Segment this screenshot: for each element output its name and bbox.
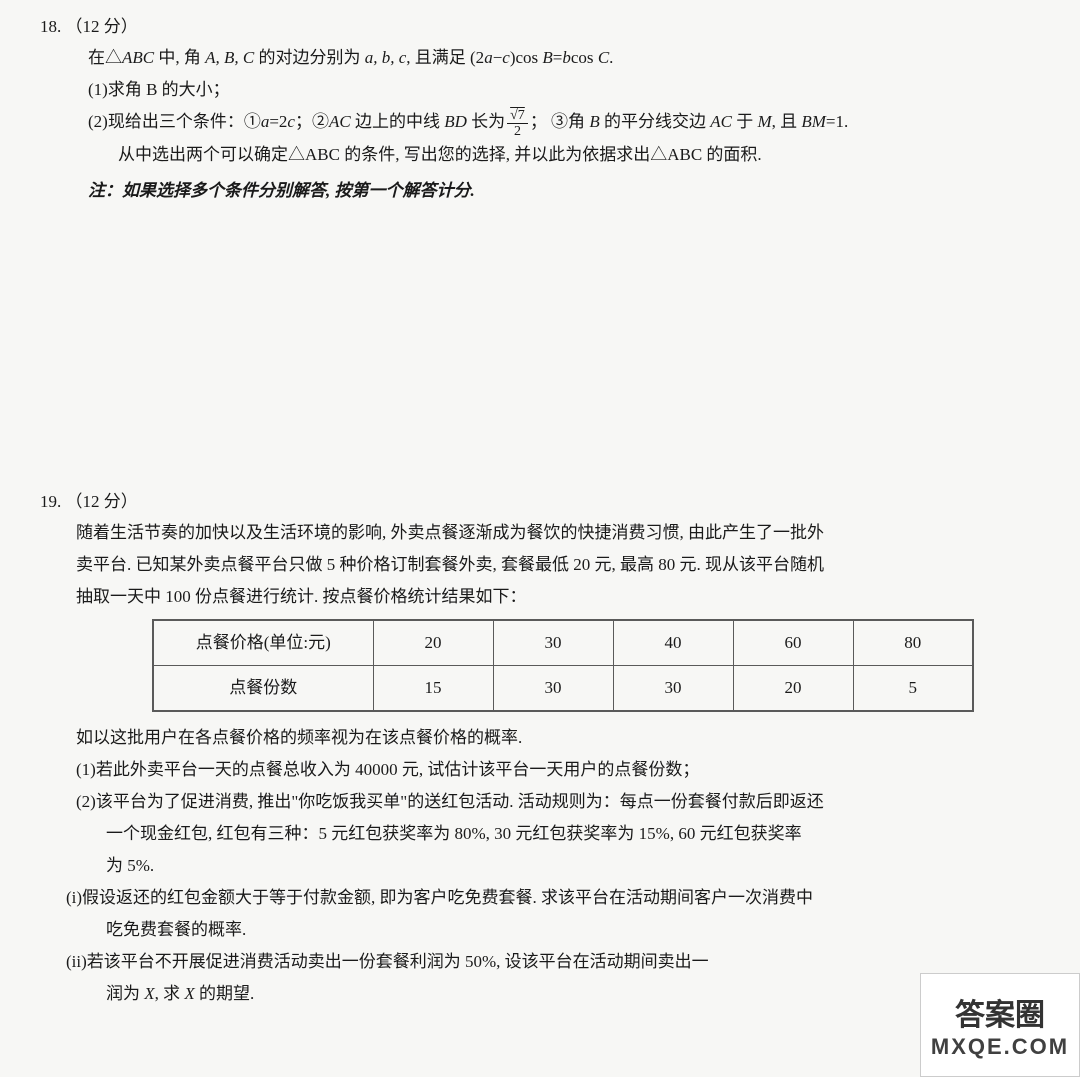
p18-part2-line2: 从中选出两个可以确定△ABC 的条件, 写出您的选择, 并以此为依据求出△ABC…	[88, 139, 1050, 171]
text: ；②	[295, 112, 329, 131]
text: 中, 角	[154, 48, 205, 67]
text: =1.	[826, 112, 848, 131]
denominator: 2	[507, 124, 528, 139]
text: , 求	[155, 984, 185, 1003]
row1-label: 点餐价格(单位:元)	[153, 620, 373, 666]
text: 在△	[88, 48, 122, 67]
p19-sub-ii-a: (ii)若该平台不开展促进消费活动卖出一份套餐利润为 50%, 设该平台在活动期…	[66, 946, 1050, 978]
text: 的对边分别为	[254, 48, 365, 67]
watermark-line2: MXQE.COM	[931, 1034, 1069, 1060]
problem-number: 19.	[40, 492, 61, 511]
p19-sub-ii-b: 润为 X, 求 X 的期望.	[76, 978, 1050, 1010]
text: 于	[732, 112, 758, 131]
var-C: C	[598, 48, 609, 67]
watermark-badge: 答案圈 MXQE.COM	[920, 973, 1080, 1077]
text: 长为	[467, 112, 505, 131]
problem-19-body: 随着生活节奏的加快以及生活环境的影响, 外卖点餐逐渐成为餐饮的快捷消费习惯, 由…	[40, 517, 1050, 1010]
fraction-sqrt7-2: √72	[507, 108, 528, 139]
table-cell: 20	[733, 665, 853, 711]
table-row: 点餐份数 15 30 30 20 5	[153, 665, 973, 711]
p19-part2b: 一个现金红包, 红包有三种：5 元红包获奖率为 80%, 30 元红包获奖率为 …	[76, 818, 1050, 850]
var-a: a	[484, 48, 493, 67]
numerator: √7	[507, 108, 528, 124]
table-cell: 30	[493, 620, 613, 666]
exam-page: 18. （12 分） 在△ABC 中, 角 A, B, C 的对边分别为 a, …	[0, 0, 1080, 1060]
problem-18-header: 18. （12 分）	[40, 12, 1050, 42]
var-sides: a, b, c	[365, 48, 407, 67]
text: −	[493, 48, 503, 67]
blank-space	[40, 227, 1050, 487]
p18-line1: 在△ABC 中, 角 A, B, C 的对边分别为 a, b, c, 且满足 (…	[88, 42, 1050, 74]
p19-intro3: 抽取一天中 100 份点餐进行统计. 按点餐价格统计结果如下：	[76, 581, 1050, 613]
p19-part2c: 为 5%.	[76, 850, 1050, 882]
var-b: b	[562, 48, 571, 67]
table-cell: 30	[493, 665, 613, 711]
text: =2	[269, 112, 287, 131]
text: 的期望.	[195, 984, 255, 1003]
var-BM: BM	[801, 112, 826, 131]
table-cell: 20	[373, 620, 493, 666]
problem-19: 19. （12 分） 随着生活节奏的加快以及生活环境的影响, 外卖点餐逐渐成为餐…	[40, 487, 1050, 1010]
table-cell: 5	[853, 665, 973, 711]
var-c: c	[502, 48, 510, 67]
var-B: B	[589, 112, 599, 131]
table-cell: 15	[373, 665, 493, 711]
var-X: X	[184, 984, 194, 1003]
var-B: B	[542, 48, 552, 67]
text: .	[609, 48, 613, 67]
table-row: 点餐价格(单位:元) 20 30 40 60 80	[153, 620, 973, 666]
p18-note: 注：如果选择多个条件分别解答, 按第一个解答计分.	[88, 175, 1050, 207]
var-M: M	[757, 112, 771, 131]
p19-part2a: (2)该平台为了促进消费, 推出"你吃饭我买单"的送红包活动. 活动规则为：每点…	[76, 786, 1050, 818]
table-cell: 30	[613, 665, 733, 711]
text: )cos	[510, 48, 543, 67]
table-cell: 60	[733, 620, 853, 666]
problem-number: 18.	[40, 17, 61, 36]
text: cos	[571, 48, 598, 67]
row2-label: 点餐份数	[153, 665, 373, 711]
table-cell: 40	[613, 620, 733, 666]
p19-part1: (1)若此外卖平台一天的点餐总收入为 40000 元, 试估计该平台一天用户的点…	[76, 754, 1050, 786]
problem-points: （12 分）	[66, 17, 138, 36]
text: 的平分线交边	[600, 112, 711, 131]
p19-intro2: 卖平台. 已知某外卖点餐平台只做 5 种价格订制套餐外卖, 套餐最低 20 元,…	[76, 549, 1050, 581]
price-table-wrap: 点餐价格(单位:元) 20 30 40 60 80 点餐份数 15 30 30 …	[76, 619, 1050, 712]
text: 边上的中线	[351, 112, 445, 131]
problem-19-header: 19. （12 分）	[40, 487, 1050, 517]
text: 润为	[106, 984, 144, 1003]
problem-points: （12 分）	[66, 492, 138, 511]
p19-sub-i-b: 吃免费套餐的概率.	[76, 914, 1050, 946]
table-cell: 80	[853, 620, 973, 666]
text: (2)现给出三个条件：①	[88, 112, 261, 131]
var-AC: AC	[329, 112, 351, 131]
var-X: X	[144, 984, 154, 1003]
p18-part2: (2)现给出三个条件：①a=2c；②AC 边上的中线 BD 长为√72； ③角 …	[88, 106, 1050, 139]
p18-part1: (1)求角 B 的大小；	[88, 74, 1050, 106]
problem-18-body: 在△ABC 中, 角 A, B, C 的对边分别为 a, b, c, 且满足 (…	[40, 42, 1050, 207]
problem-18: 18. （12 分） 在△ABC 中, 角 A, B, C 的对边分别为 a, …	[40, 12, 1050, 207]
p19-line4: 如以这批用户在各点餐价格的频率视为在该点餐价格的概率.	[76, 722, 1050, 754]
watermark-line1: 答案圈	[955, 990, 1045, 1034]
sqrt-7: √7	[510, 108, 525, 123]
var-BD: BD	[444, 112, 467, 131]
p19-intro1: 随着生活节奏的加快以及生活环境的影响, 外卖点餐逐渐成为餐饮的快捷消费习惯, 由…	[76, 517, 1050, 549]
p19-sub-i-a: (i)假设返还的红包金额大于等于付款金额, 即为客户吃免费套餐. 求该平台在活动…	[66, 882, 1050, 914]
text: , 且	[772, 112, 802, 131]
var-angles: A, B, C	[205, 48, 254, 67]
text: ； ③角	[530, 112, 590, 131]
var-ABC: ABC	[122, 48, 154, 67]
text: =	[553, 48, 563, 67]
text: , 且满足 (2	[406, 48, 484, 67]
var-AC: AC	[710, 112, 732, 131]
price-table: 点餐价格(单位:元) 20 30 40 60 80 点餐份数 15 30 30 …	[152, 619, 974, 712]
var-c: c	[287, 112, 295, 131]
